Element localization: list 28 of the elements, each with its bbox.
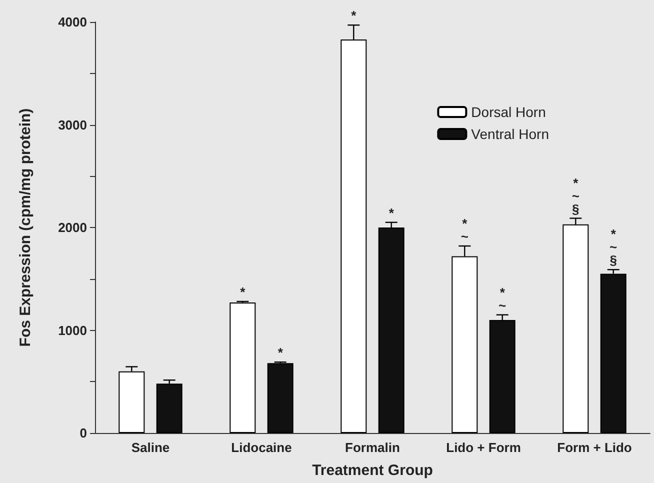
y-tick-label: 2000 [58, 220, 87, 235]
x-tick-label: Lido + Form [446, 440, 521, 455]
data-label: * [388, 205, 395, 220]
data-label: * [351, 8, 358, 24]
x-tick-label: Lidocaine [231, 440, 292, 455]
data-label: * ~ [498, 284, 507, 313]
x-tick-label: Form + Lido [557, 440, 632, 455]
data-label: * ~ [460, 216, 469, 244]
y-tick-label: 1000 [58, 322, 87, 338]
data-label: * ~ § [610, 226, 618, 268]
x-axis-title: Treatment Group [312, 462, 433, 479]
bar [600, 274, 626, 433]
y-tick-label: 0 [80, 426, 87, 440]
data-label: * ~ § [572, 175, 580, 216]
x-tick-label: Saline [131, 440, 170, 455]
y-axis-title: Fos Expression (cpm/mg protein) [17, 108, 34, 347]
bar [489, 320, 516, 433]
y-tick-label: 4000 [58, 14, 87, 30]
bar [230, 302, 256, 433]
legend-label: Dorsal Horn [471, 104, 546, 120]
data-label: * [278, 345, 284, 360]
legend-label: Ventral Horn [471, 126, 550, 142]
bar [156, 384, 182, 433]
bar [118, 371, 145, 433]
y-tick-label: 3000 [58, 117, 87, 132]
data-label: * [240, 284, 246, 300]
x-tick-label: Formalin [345, 440, 400, 455]
bar [267, 363, 294, 433]
